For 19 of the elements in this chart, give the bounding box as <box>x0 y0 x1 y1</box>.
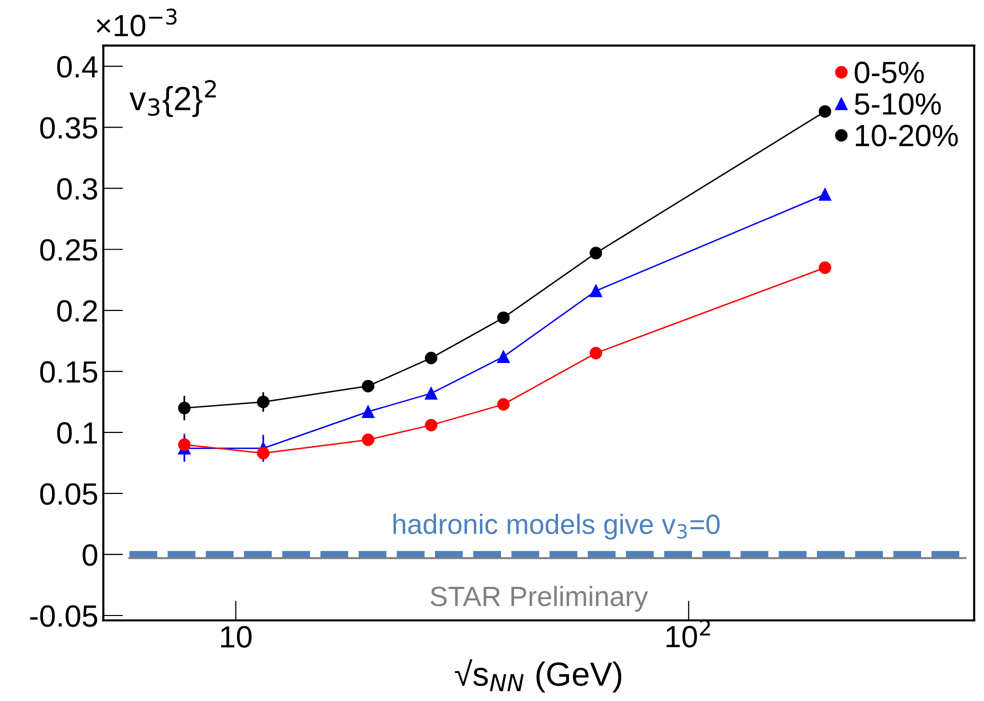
y-tick-label: 0 <box>82 544 98 566</box>
legend-label: 5-10% <box>854 93 941 115</box>
y-tick-label: 0.15 <box>40 361 98 383</box>
y-tick-label: -0.05 <box>30 605 98 627</box>
y-tick-label: 0.2 <box>57 300 97 322</box>
y-tick-label: 0.4 <box>57 56 98 78</box>
annotation: v$_{3}${2}$^{2}$ <box>130 80 216 118</box>
x-axis-title: √s$_{NN}$ (GeV) <box>454 659 622 693</box>
y-tick-label: 0.05 <box>40 483 98 505</box>
y-tick-label: 0.3 <box>57 178 98 200</box>
y-tick-label: 0.25 <box>40 239 98 261</box>
annotation: STAR Preliminary <box>430 586 648 612</box>
x-tick-label: 10 <box>221 626 252 648</box>
legend-label: 10-20% <box>856 124 958 146</box>
legend-label: 0-5% <box>854 62 924 84</box>
y-tick-label: 0.1 <box>57 422 97 444</box>
ref-line-label: hadronic models give v$_{3}$=0 <box>394 514 720 540</box>
y-tick-label: 0.35 <box>40 117 98 139</box>
text: ×10$^{−3}$ <box>96 8 177 36</box>
